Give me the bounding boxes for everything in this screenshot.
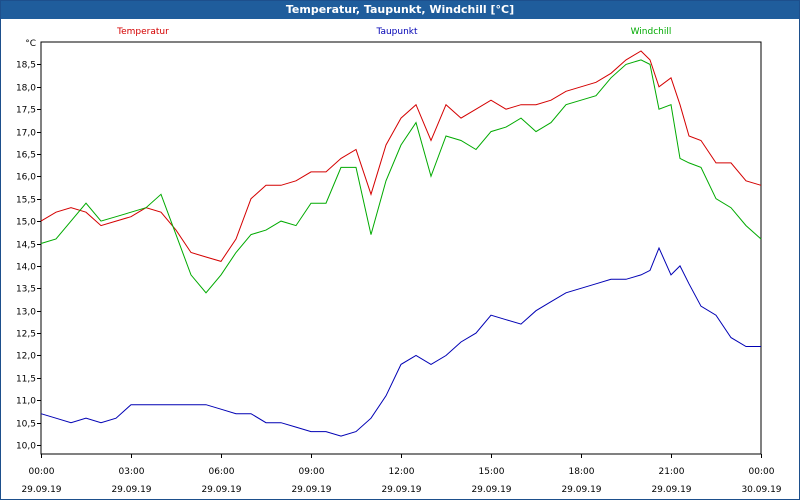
- x-tick-date: 29.09.19: [561, 485, 601, 495]
- series-line-taupunkt: [40, 246, 761, 437]
- chart-series: [40, 50, 762, 437]
- y-tick-label: 11,5: [16, 375, 36, 385]
- y-tick-label: 11,0: [16, 397, 36, 407]
- x-tick-time: 00:00: [29, 467, 55, 477]
- y-tick-label: 17,0: [16, 129, 36, 139]
- y-tick-label: 18,5: [16, 61, 36, 71]
- x-tick-date: 29.09.19: [651, 485, 691, 495]
- y-tick-label: 10,5: [16, 420, 36, 430]
- y-axis: 10,0 10,5 11,0 11,5 12,0 12,5 13,0 13,5 14,0 14,5…: [16, 39, 41, 452]
- line-chart: 10,0 10,5 11,0 11,5 12,0 12,5 13,0 13,5 14,0 14,5…: [16, 27, 782, 495]
- x-tick-date: 29.09.19: [21, 485, 61, 495]
- y-tick-label: 13,5: [16, 285, 36, 295]
- x-tick-date: 29.09.19: [471, 485, 511, 495]
- y-tick-label: 12,0: [16, 352, 36, 362]
- legend-windchill: Windchill: [631, 27, 672, 37]
- x-axis: 00:00 29.09.19 03:00 29.09.19 06:00 29.09.19 0…: [21, 454, 782, 495]
- y-tick-label: 15,5: [16, 196, 36, 206]
- x-tick-time: 09:00: [299, 467, 325, 477]
- x-tick-date: 29.09.19: [291, 485, 331, 495]
- y-tick-label: 16,5: [16, 151, 36, 161]
- series-line-temperatur: [40, 50, 762, 262]
- legend: Temperatur Taupunkt Windchill: [116, 27, 671, 37]
- x-tick-date: 30.09.19: [741, 485, 781, 495]
- x-tick-time: 12:00: [389, 467, 415, 477]
- y-tick-label: 14,5: [16, 241, 36, 251]
- x-tick-time: 21:00: [659, 467, 685, 477]
- x-tick-time: 00:00: [749, 467, 775, 477]
- y-tick-label: 18,0: [16, 84, 36, 94]
- legend-temperatur: Temperatur: [116, 27, 169, 37]
- x-tick-time: 06:00: [209, 467, 235, 477]
- plot-area: [40, 41, 762, 455]
- series-line-windchill: [40, 59, 762, 294]
- plot-frame: [40, 41, 762, 455]
- y-tick-label: 12,5: [16, 330, 36, 340]
- x-tick-time: 03:00: [119, 467, 145, 477]
- y-tick-label: 13,0: [16, 308, 36, 318]
- x-tick-date: 29.09.19: [381, 485, 421, 495]
- window-title: Temperatur, Taupunkt, Windchill [°C]: [1, 1, 799, 19]
- y-tick-label: 14,0: [16, 263, 36, 273]
- y-tick-label: 16,0: [16, 173, 36, 183]
- x-tick-time: 15:00: [479, 467, 505, 477]
- x-tick-time: 18:00: [569, 467, 595, 477]
- y-tick-label: 10,0: [16, 442, 36, 452]
- y-tick-label: 17,5: [16, 106, 36, 116]
- legend-taupunkt: Taupunkt: [375, 27, 418, 37]
- y-axis-unit: °C: [25, 39, 36, 49]
- y-tick-label: 15,0: [16, 218, 36, 228]
- x-tick-date: 29.09.19: [201, 485, 241, 495]
- x-tick-date: 29.09.19: [111, 485, 151, 495]
